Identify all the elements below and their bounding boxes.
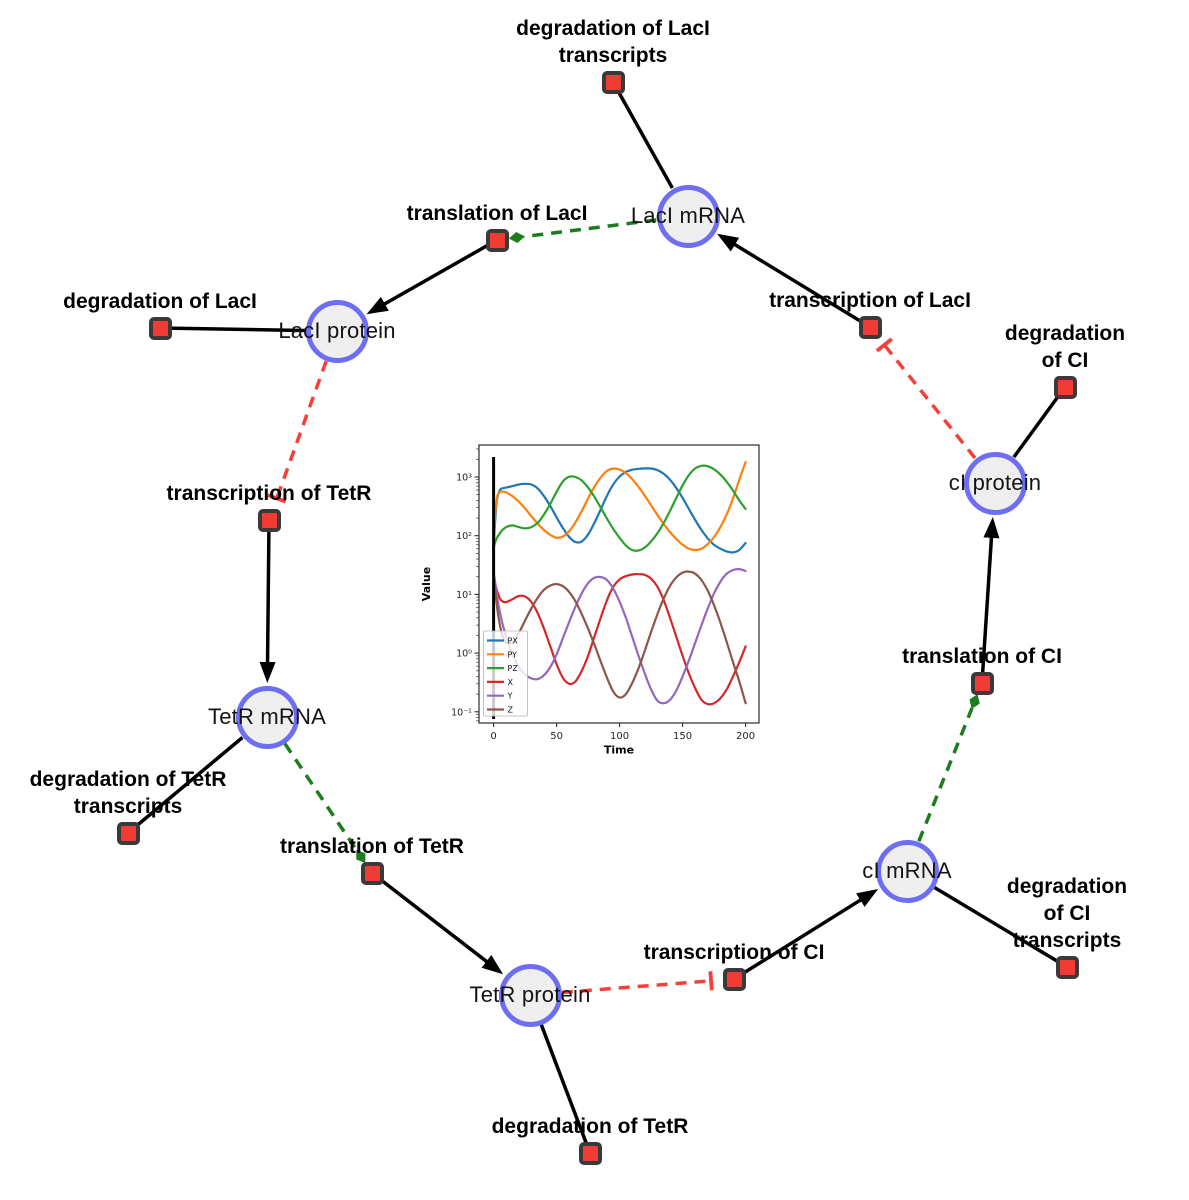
legend-label-PY: PY bbox=[508, 650, 518, 659]
x-tick-label: 200 bbox=[736, 731, 755, 742]
edge-laci-mrna-translation-laci bbox=[523, 218, 657, 239]
edge-transcription-tetr-tetr-mrna-arrowhead bbox=[259, 661, 276, 684]
y-axis-label: Value bbox=[420, 567, 433, 601]
reaction-node-transcription-ci[interactable] bbox=[722, 967, 746, 991]
species-node-tetr-mrna[interactable] bbox=[235, 685, 299, 749]
legend-label-Y: Y bbox=[507, 692, 513, 701]
edge-laci-protein-transcription-tetr-tee bbox=[267, 493, 287, 504]
reaction-label-degradation-ci: degradation of CI bbox=[1004, 322, 1126, 372]
species-node-ci-protein[interactable] bbox=[963, 451, 1027, 515]
reaction-label-translation-laci: translation of LacI bbox=[406, 202, 588, 225]
reaction-node-degradation-ci[interactable] bbox=[1053, 375, 1077, 399]
reaction-label-translation-tetr: translation of TetR bbox=[280, 835, 464, 858]
edge-laci-mrna-degradation-laci-transcripts bbox=[611, 81, 674, 189]
edge-tetr-mrna-translation-tetr bbox=[283, 742, 359, 852]
reaction-node-translation-laci[interactable] bbox=[485, 228, 509, 252]
reaction-label-translation-ci: translation of CI bbox=[902, 645, 1062, 668]
edge-transcription-laci-laci-mrna-arrowhead bbox=[717, 233, 740, 252]
edge-ci-protein-transcription-laci bbox=[883, 343, 977, 460]
reaction-label-degradation-ci-transcripts: degradation of CI transcripts bbox=[1006, 875, 1128, 952]
y-tick-label: 10⁻¹ bbox=[451, 707, 472, 718]
legend-label-PX: PX bbox=[508, 637, 519, 646]
species-label-tetr-mrna: TetR mRNA bbox=[208, 704, 326, 729]
edge-tetr-mrna-translation-tetr-diamond bbox=[356, 849, 366, 864]
edge-tetr-protein-degradation-tetr bbox=[539, 1024, 592, 1154]
reaction-label-transcription-ci: transcription of CI bbox=[643, 941, 825, 964]
x-axis-label: Time bbox=[604, 744, 634, 757]
edge-tetr-protein-transcription-ci bbox=[561, 979, 712, 995]
species-label-laci-mrna: LacI mRNA bbox=[630, 203, 746, 228]
edge-laci-mrna-translation-laci-diamond bbox=[508, 232, 525, 243]
edge-transcription-ci-ci-mrna-arrowhead bbox=[856, 889, 879, 907]
legend-label-Z: Z bbox=[508, 706, 514, 715]
x-axis: 0 50 100 150 200 Time bbox=[490, 723, 755, 757]
edge-ci-mrna-translation-ci-diamond bbox=[969, 694, 980, 710]
species-label-tetr-protein: TetR protein bbox=[469, 982, 591, 1007]
x-tick-label: 0 bbox=[490, 731, 496, 742]
edge-translation-laci-laci-protein bbox=[378, 238, 498, 309]
reaction-node-translation-ci[interactable] bbox=[970, 671, 994, 695]
series-PY-line bbox=[492, 460, 747, 552]
reaction-label-transcription-laci: transcription of LacI bbox=[769, 289, 971, 312]
species-node-laci-mrna[interactable] bbox=[656, 184, 720, 248]
reaction-node-degradation-tetr-transcripts[interactable] bbox=[116, 821, 140, 845]
y-tick-label: 10⁰ bbox=[456, 649, 472, 660]
edge-translation-tetr-tetr-protein-arrowhead bbox=[481, 955, 504, 975]
reaction-label-degradation-tetr: degradation of TetR bbox=[491, 1115, 689, 1138]
edge-transcription-ci-ci-mrna bbox=[733, 895, 867, 981]
reaction-node-degradation-ci-transcripts[interactable] bbox=[1055, 955, 1079, 979]
edge-tetr-mrna-degradation-tetr-transcripts bbox=[126, 736, 244, 835]
species-node-laci-protein[interactable] bbox=[305, 299, 369, 363]
edge-translation-tetr-tetr-protein bbox=[370, 871, 493, 967]
legend-label-PZ: PZ bbox=[508, 664, 519, 673]
chart-legend: PX PY PZ XYZ bbox=[483, 630, 528, 717]
edge-ci-mrna-translation-ci bbox=[917, 707, 974, 842]
reaction-label-transcription-tetr: transcription of TetR bbox=[166, 482, 372, 505]
timeseries-inset-chart: 0 50 100 150 200Time10⁻¹10⁰10¹10²10³ValuePXP… bbox=[420, 444, 760, 757]
x-tick-label: 100 bbox=[610, 731, 629, 742]
edge-transcription-tetr-tetr-mrna bbox=[265, 519, 271, 669]
axes-box bbox=[478, 444, 760, 724]
reaction-node-degradation-tetr[interactable] bbox=[578, 1141, 602, 1165]
edge-laci-protein-transcription-tetr bbox=[275, 360, 328, 499]
series-X-line bbox=[492, 572, 747, 706]
series-PX-line bbox=[492, 467, 747, 554]
edge-ci-protein-degradation-ci bbox=[1012, 385, 1067, 459]
x-tick-label: 150 bbox=[673, 731, 692, 742]
species-node-ci-mrna[interactable] bbox=[875, 839, 939, 903]
reaction-node-degradation-laci-transcripts[interactable] bbox=[601, 70, 625, 94]
reaction-node-transcription-laci[interactable] bbox=[858, 315, 882, 339]
legend-box bbox=[483, 630, 528, 717]
y-axis: 10⁻¹ 10⁰ 10¹ 10² 10³ Value bbox=[420, 448, 479, 722]
y-tick-label: 10² bbox=[456, 531, 472, 542]
reaction-label-degradation-laci: degradation of LacI bbox=[63, 290, 257, 313]
reaction-label-degradation-tetr-transcripts: degradation of TetR transcripts bbox=[29, 768, 227, 818]
reaction-label-degradation-laci-transcripts: degradation of LacI transcripts bbox=[516, 17, 710, 67]
y-tick-label: 10¹ bbox=[456, 590, 472, 601]
edge-ci-mrna-degradation-ci-transcripts bbox=[933, 885, 1068, 969]
edge-tetr-protein-transcription-ci-tee bbox=[708, 971, 714, 991]
species-node-tetr-protein[interactable] bbox=[498, 963, 562, 1027]
edge-translation-ci-ci-protein bbox=[980, 531, 994, 684]
species-label-laci-protein: LacI protein bbox=[278, 318, 396, 343]
edge-translation-ci-ci-protein-arrowhead bbox=[983, 516, 1000, 539]
reaction-node-degradation-laci[interactable] bbox=[148, 316, 172, 340]
series-PZ-line bbox=[492, 464, 747, 552]
legend-label-X: X bbox=[508, 678, 514, 687]
edge-ci-protein-transcription-laci-tee bbox=[875, 337, 893, 353]
x-tick-label: 50 bbox=[550, 731, 563, 742]
reaction-node-translation-tetr[interactable] bbox=[360, 861, 384, 885]
reaction-node-transcription-tetr[interactable] bbox=[257, 508, 281, 532]
edge-transcription-laci-laci-mrna bbox=[728, 240, 871, 329]
species-label-ci-protein: cI protein bbox=[948, 470, 1042, 495]
species-label-ci-mrna: cI mRNA bbox=[862, 858, 952, 883]
y-tick-label: 10³ bbox=[456, 473, 472, 484]
edge-laci-protein-degradation-laci bbox=[159, 326, 306, 333]
edge-translation-laci-laci-protein-arrowhead bbox=[366, 296, 389, 315]
